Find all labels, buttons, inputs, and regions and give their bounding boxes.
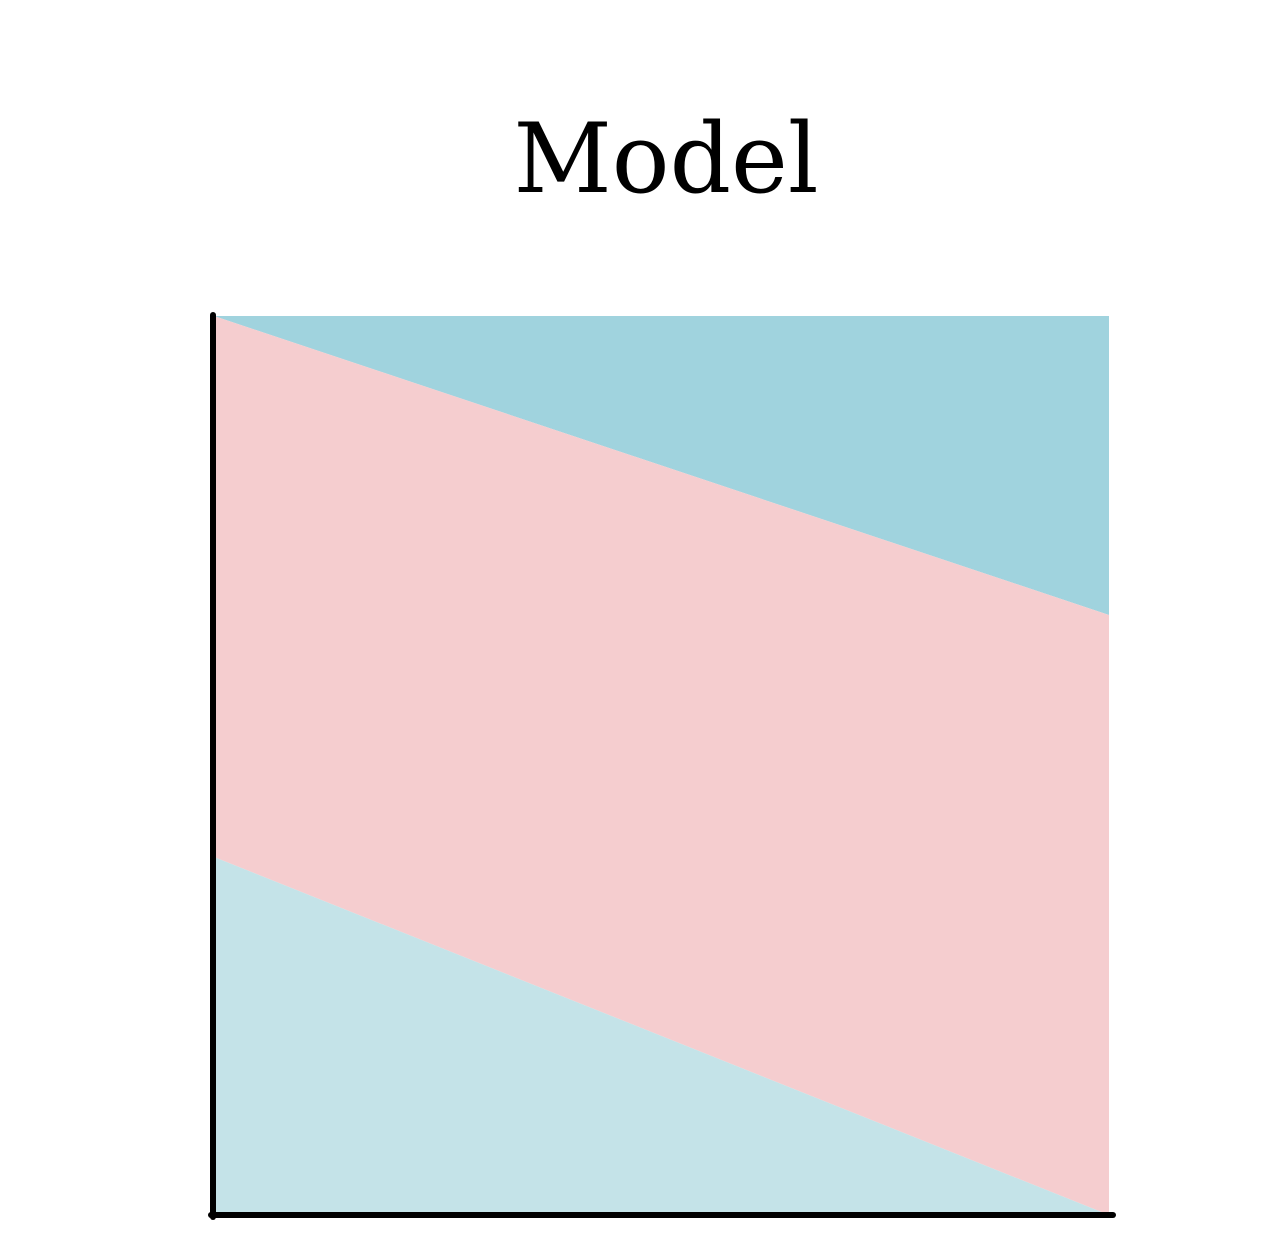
middle-band — [214, 316, 1109, 1215]
bottom-region — [214, 857, 1109, 1215]
diagram-title: Model — [513, 103, 819, 215]
